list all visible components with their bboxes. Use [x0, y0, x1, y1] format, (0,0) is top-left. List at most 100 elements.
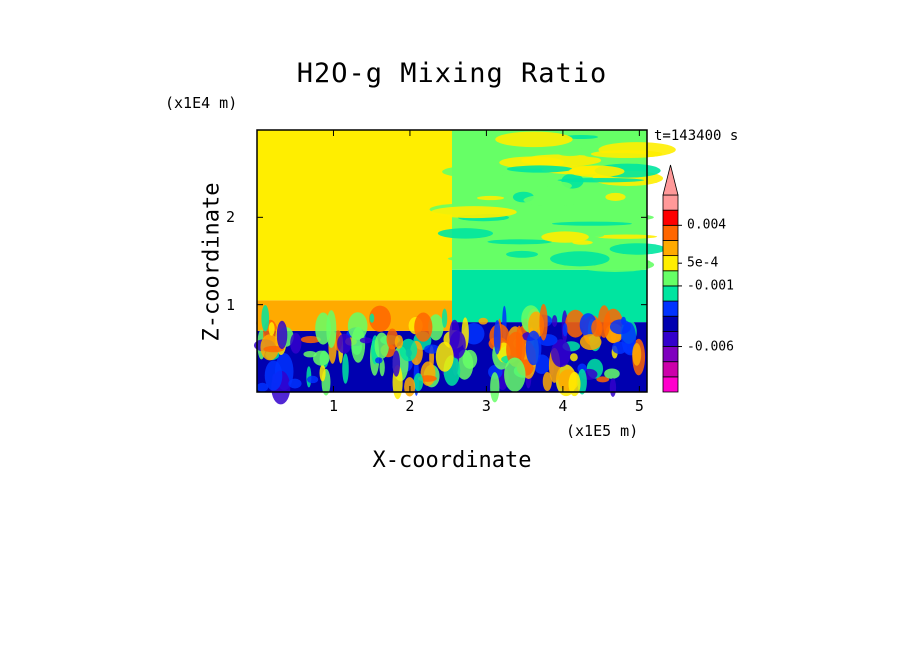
- texture-band: [437, 228, 494, 239]
- colorbar-tick-label: -0.001: [687, 278, 734, 294]
- x-tick-label: 4: [558, 397, 568, 415]
- texture-band: [570, 213, 654, 222]
- texture-band: [506, 250, 539, 258]
- texture-band: [442, 165, 510, 178]
- texture-band: [506, 165, 573, 173]
- texture-blob: [319, 364, 326, 382]
- texture-blob: [288, 378, 302, 389]
- texture-blob: [306, 375, 319, 384]
- plot-frame: [256, 129, 648, 393]
- texture-blob: [462, 349, 478, 369]
- texture-blob: [374, 332, 389, 359]
- texture-blob: [326, 310, 337, 349]
- texture-blob: [413, 373, 424, 391]
- texture-blob: [609, 378, 617, 397]
- texture-blob: [392, 350, 401, 377]
- texture-blob: [506, 331, 526, 368]
- z-tick-label: 2: [226, 208, 236, 227]
- texture-band: [595, 234, 658, 239]
- x-tick-label: 5: [634, 397, 644, 415]
- texture-blob: [569, 353, 578, 362]
- texture-blob: [611, 341, 628, 354]
- colorbar-segment: [662, 361, 679, 378]
- z-tick-label: 1: [226, 295, 236, 314]
- colorbar-segment: [662, 209, 679, 226]
- texture-blob: [493, 319, 501, 355]
- texture-blob: [261, 304, 270, 332]
- texture-blob: [369, 305, 391, 332]
- texture-blob: [313, 350, 330, 366]
- colorbar: [662, 164, 682, 393]
- contour-region-4: [257, 130, 452, 301]
- texture-blob: [504, 357, 526, 392]
- texture-band: [552, 221, 632, 226]
- texture-blob: [632, 342, 642, 366]
- texture-blob: [542, 372, 552, 391]
- texture-blob: [263, 345, 285, 353]
- colorbar-extend-arrow: [662, 164, 679, 196]
- texture-band: [568, 165, 625, 178]
- texture-band: [555, 146, 585, 157]
- texture-blob: [525, 330, 542, 366]
- texture-blob: [300, 335, 321, 344]
- texture-blob: [551, 339, 571, 368]
- colorbar-tick-label: 0.004: [687, 217, 727, 233]
- texture-blob: [428, 314, 444, 341]
- colorbar-segment: [662, 255, 679, 272]
- texture-blob: [256, 382, 269, 392]
- texture-band: [605, 192, 626, 202]
- texture-blob: [441, 308, 448, 328]
- texture-blob: [591, 319, 603, 337]
- texture-band: [521, 154, 602, 167]
- texture-blob: [268, 322, 275, 336]
- texture-blob: [539, 303, 548, 341]
- colorbar-segment: [662, 240, 679, 257]
- x-tick-label: 2: [405, 397, 415, 415]
- x-axis-unit: (x1E5 m): [566, 422, 639, 440]
- texture-blob: [568, 371, 581, 397]
- texture-band: [547, 181, 572, 190]
- texture-band: [590, 150, 663, 159]
- colorbar-segment: [662, 330, 679, 347]
- texture-blob: [478, 317, 488, 325]
- colorbar-segment: [662, 285, 679, 302]
- texture-blob: [449, 330, 466, 359]
- texture-blob: [414, 312, 433, 342]
- texture-band: [523, 194, 586, 206]
- texture-band: [563, 134, 599, 140]
- texture-blob: [551, 315, 558, 327]
- texture-blob: [399, 338, 418, 362]
- texture-blob: [290, 333, 302, 354]
- colorbar-segment: [662, 194, 679, 211]
- convective-texture: [253, 131, 676, 405]
- texture-blob: [351, 326, 366, 363]
- texture-blob: [596, 376, 610, 383]
- colorbar-tick-label: 5e-4: [687, 255, 719, 271]
- texture-band: [609, 243, 666, 255]
- colorbar-segment: [662, 315, 679, 332]
- texture-blob: [264, 360, 283, 391]
- texture-band: [477, 195, 505, 201]
- texture-blob: [359, 337, 373, 344]
- texture-band: [541, 231, 589, 243]
- colorbar-segment: [662, 224, 679, 241]
- texture-band: [447, 256, 475, 261]
- colorbar-segment: [662, 376, 679, 393]
- texture-band: [550, 251, 610, 267]
- x-tick-label: 1: [328, 397, 338, 415]
- texture-band: [495, 131, 573, 148]
- texture-blob: [435, 341, 454, 372]
- x-tick-label: 3: [481, 397, 491, 415]
- texture-blob: [604, 368, 620, 379]
- texture-blob: [369, 313, 375, 323]
- texture-band: [557, 177, 645, 183]
- texture-blob: [375, 357, 383, 364]
- texture-blob: [337, 333, 352, 354]
- texture-blob: [303, 350, 317, 358]
- chart-title: H2O-g Mixing Ratio: [296, 58, 608, 89]
- z-axis-unit: (x1E4 m): [165, 94, 238, 112]
- colorbar-segment: [662, 270, 679, 287]
- texture-blob: [424, 344, 440, 354]
- texture-blob: [490, 372, 500, 403]
